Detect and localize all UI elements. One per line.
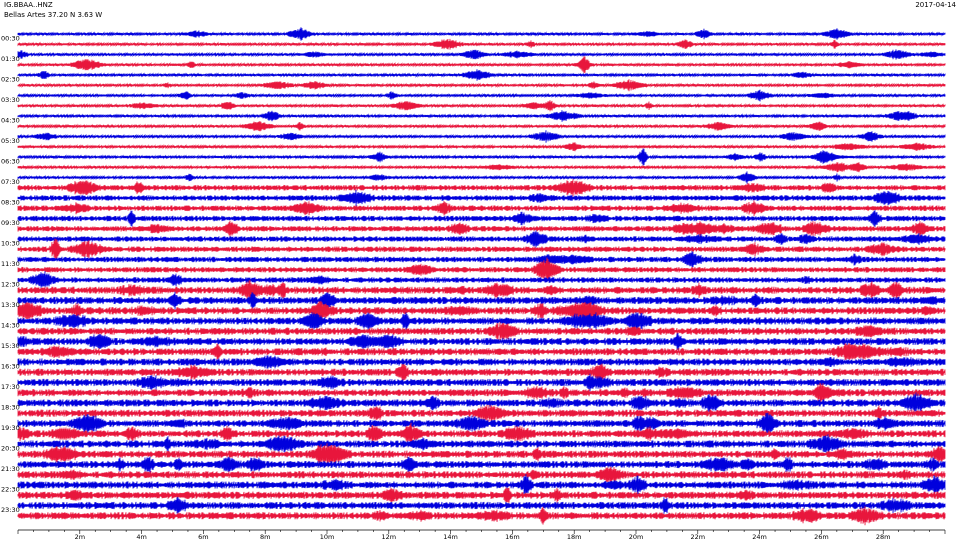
x-tick-label: 14m bbox=[443, 533, 458, 540]
x-tick-label: 10m bbox=[320, 533, 335, 540]
trace-line bbox=[17, 210, 946, 227]
row-time-label: 23:30 bbox=[1, 506, 20, 514]
row-time-label: 08:30 bbox=[1, 198, 20, 206]
trace-line bbox=[17, 487, 946, 504]
x-tick-label: 16m bbox=[505, 533, 520, 540]
row-time-label: 18:30 bbox=[1, 403, 20, 411]
trace-line bbox=[17, 291, 946, 310]
trace-line bbox=[17, 382, 946, 403]
row-time-label: 13:30 bbox=[1, 301, 20, 309]
trace-line bbox=[17, 171, 946, 184]
trace-line bbox=[17, 162, 946, 173]
trace-line bbox=[17, 100, 946, 112]
row-time-label: 04:30 bbox=[1, 116, 20, 124]
x-tick-label: 6m bbox=[198, 533, 208, 540]
trace-line bbox=[17, 456, 946, 473]
trace-line bbox=[17, 474, 946, 496]
trace-line bbox=[17, 189, 946, 207]
trace-line bbox=[17, 312, 946, 330]
row-time-label: 03:30 bbox=[1, 96, 20, 104]
trace-line bbox=[17, 220, 946, 237]
row-time-label: 09:30 bbox=[1, 219, 20, 227]
trace-line bbox=[17, 148, 946, 166]
trace-line bbox=[17, 496, 946, 515]
trace-line bbox=[17, 322, 946, 341]
trace-line bbox=[17, 110, 946, 122]
trace-line bbox=[17, 271, 946, 289]
trace-line bbox=[17, 79, 946, 92]
row-time-label: 00:30 bbox=[1, 34, 20, 42]
x-tick-label: 4m bbox=[136, 533, 146, 540]
row-time-label: 11:30 bbox=[1, 260, 20, 268]
trace-line bbox=[17, 38, 946, 50]
trace-line bbox=[17, 332, 946, 351]
trace-line bbox=[17, 412, 946, 435]
row-time-label: 06:30 bbox=[1, 157, 20, 165]
trace-line bbox=[17, 121, 946, 132]
trace-line bbox=[17, 363, 946, 381]
trace-line bbox=[17, 257, 946, 283]
trace-line bbox=[17, 443, 946, 466]
trace-line bbox=[17, 373, 946, 392]
row-time-label: 20:30 bbox=[1, 444, 20, 452]
trace-line bbox=[17, 200, 946, 217]
trace-line bbox=[17, 251, 946, 268]
x-tick-label: 28m bbox=[876, 533, 891, 540]
row-time-label: 07:30 bbox=[1, 178, 20, 186]
trace-line bbox=[17, 230, 946, 248]
trace-line bbox=[17, 179, 946, 197]
trace-line bbox=[17, 238, 946, 260]
x-tick-label: 24m bbox=[752, 533, 767, 540]
row-time-label: 02:30 bbox=[1, 75, 20, 83]
row-time-label: 01:30 bbox=[1, 55, 20, 63]
trace-line bbox=[17, 434, 946, 454]
row-time-label: 16:30 bbox=[1, 362, 20, 370]
row-time-label: 12:30 bbox=[1, 280, 20, 288]
record-date: 2017-04-14 bbox=[915, 1, 956, 9]
x-tick-label: 22m bbox=[690, 533, 705, 540]
trace-line bbox=[17, 466, 946, 483]
row-time-label: 21:30 bbox=[1, 465, 20, 473]
row-time-label: 15:30 bbox=[1, 342, 20, 350]
trace-line bbox=[17, 142, 946, 152]
trace-line bbox=[17, 56, 946, 74]
trace-group bbox=[17, 27, 946, 526]
trace-line bbox=[17, 422, 946, 445]
x-tick-label: 8m bbox=[260, 533, 270, 540]
row-time-label: 14:30 bbox=[1, 321, 20, 329]
row-time-label: 19:30 bbox=[1, 424, 20, 432]
trace-line bbox=[17, 392, 946, 414]
trace-line bbox=[17, 89, 946, 102]
row-label-group: 00:30 01:30 02:30 03:30 04:30 05:30 06:30 07:30… bbox=[1, 34, 20, 514]
time-axis: 2m 4m 6m 8m 10m 12m 14m 16m 18m 20m 22m 24m 26m 28m bbox=[17, 529, 946, 540]
x-tick-label: 26m bbox=[814, 533, 829, 540]
x-tick-label: 2m bbox=[75, 533, 85, 540]
trace-line bbox=[17, 300, 946, 321]
station-location: Bellas Artes 37.20 N 3.63 W bbox=[4, 11, 103, 19]
x-tick-label: 12m bbox=[381, 533, 396, 540]
trace-line bbox=[17, 27, 946, 41]
trace-line bbox=[17, 130, 946, 143]
trace-line bbox=[17, 404, 946, 422]
x-tick-label: 18m bbox=[567, 533, 582, 540]
trace-line bbox=[17, 355, 946, 369]
trace-line bbox=[17, 69, 946, 81]
x-tick-label: 20m bbox=[629, 533, 644, 540]
trace-line bbox=[17, 49, 946, 60]
row-time-label: 17:30 bbox=[1, 383, 20, 391]
station-code: IG.BBAA..HNZ bbox=[4, 1, 53, 9]
row-time-label: 22:30 bbox=[1, 485, 20, 493]
trace-line bbox=[17, 343, 946, 361]
trace-line bbox=[17, 506, 946, 526]
row-time-label: 05:30 bbox=[1, 137, 20, 145]
trace-line bbox=[17, 279, 946, 301]
row-time-label: 10:30 bbox=[1, 239, 20, 247]
